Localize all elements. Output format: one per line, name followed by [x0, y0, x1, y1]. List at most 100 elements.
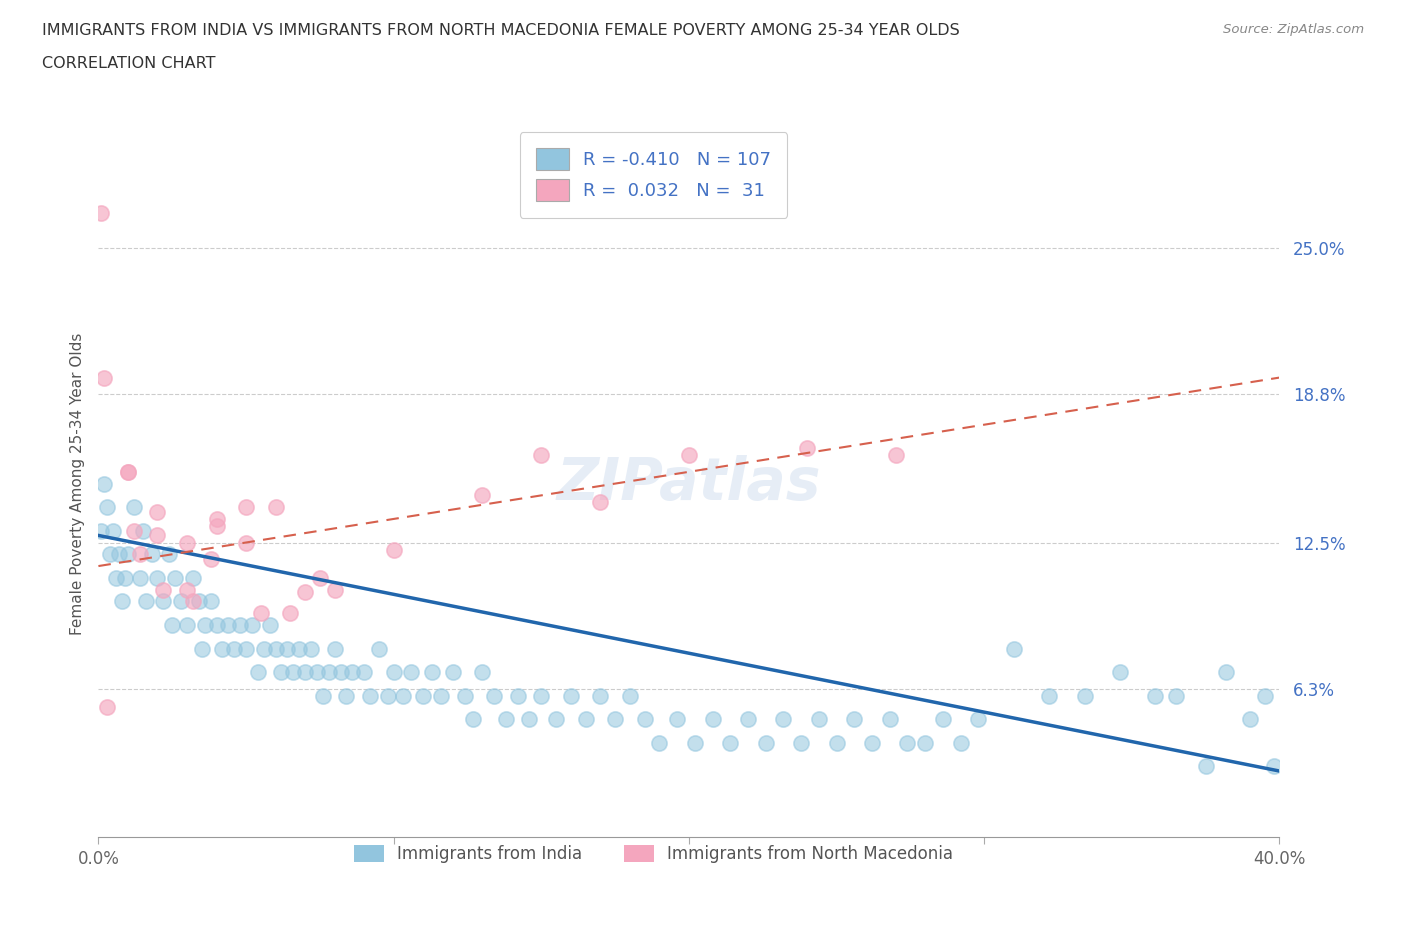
Point: [294, 585, 316, 600]
Point: [495, 711, 517, 726]
Point: [879, 711, 901, 726]
Point: [323, 641, 346, 656]
Point: [187, 594, 209, 609]
Y-axis label: Female Poverty Among 25-34 Year Olds: Female Poverty Among 25-34 Year Olds: [69, 332, 84, 635]
Point: [141, 547, 163, 562]
Point: [152, 582, 174, 597]
Point: [619, 688, 641, 703]
Point: [519, 711, 541, 726]
Point: [884, 448, 907, 463]
Point: [329, 665, 352, 680]
Point: [1254, 688, 1277, 703]
Point: [108, 547, 131, 562]
Point: [318, 665, 340, 680]
Point: [718, 736, 741, 751]
Point: [860, 736, 883, 751]
Point: [170, 594, 193, 609]
Point: [176, 618, 198, 632]
Point: [224, 641, 246, 656]
Point: [546, 711, 568, 726]
Point: [482, 688, 505, 703]
Point: [211, 641, 233, 656]
Point: [162, 618, 183, 632]
Point: [967, 711, 990, 726]
Point: [276, 641, 298, 656]
Point: [335, 688, 357, 703]
Point: [702, 711, 724, 726]
Point: [1002, 641, 1025, 656]
Point: [165, 570, 187, 585]
Point: [359, 688, 381, 703]
Text: CORRELATION CHART: CORRELATION CHART: [42, 56, 215, 71]
Point: [205, 519, 228, 534]
Point: [949, 736, 972, 751]
Point: [98, 547, 121, 562]
Point: [737, 711, 759, 726]
Point: [264, 641, 287, 656]
Point: [122, 524, 145, 538]
Point: [235, 499, 257, 514]
Point: [270, 665, 292, 680]
Point: [200, 594, 222, 609]
Point: [299, 641, 322, 656]
Point: [634, 711, 657, 726]
Point: [240, 618, 263, 632]
Point: [1109, 665, 1132, 680]
Point: [105, 570, 128, 585]
Point: [217, 618, 239, 632]
Point: [181, 570, 204, 585]
Point: [176, 535, 198, 550]
Point: [755, 736, 778, 751]
Point: [294, 665, 316, 680]
Point: [1038, 688, 1060, 703]
Point: [114, 570, 136, 585]
Point: [382, 542, 405, 557]
Point: [530, 448, 553, 463]
Point: [1195, 759, 1218, 774]
Point: [259, 618, 281, 632]
Point: [1263, 759, 1285, 774]
Point: [305, 665, 328, 680]
Point: [93, 370, 115, 385]
Point: [342, 665, 364, 680]
Point: [205, 618, 228, 632]
Point: [103, 524, 125, 538]
Point: [441, 665, 464, 680]
Point: [772, 711, 794, 726]
Point: [932, 711, 955, 726]
Point: [796, 441, 818, 456]
Point: [323, 582, 346, 597]
Legend: Immigrants from India, Immigrants from North Macedonia: Immigrants from India, Immigrants from N…: [346, 836, 962, 871]
Point: [128, 547, 150, 562]
Point: [1166, 688, 1188, 703]
Point: [264, 499, 287, 514]
Point: [229, 618, 252, 632]
Point: [377, 688, 399, 703]
Point: [825, 736, 848, 751]
Point: [111, 594, 134, 609]
Text: Source: ZipAtlas.com: Source: ZipAtlas.com: [1223, 23, 1364, 36]
Point: [90, 206, 112, 220]
Point: [157, 547, 180, 562]
Point: [430, 688, 453, 703]
Point: [235, 641, 257, 656]
Point: [146, 570, 169, 585]
Point: [200, 551, 222, 566]
Point: [132, 524, 155, 538]
Point: [181, 594, 204, 609]
Point: [283, 665, 305, 680]
Point: [205, 512, 228, 526]
Point: [288, 641, 311, 656]
Point: [253, 641, 276, 656]
Point: [176, 582, 198, 597]
Point: [122, 499, 145, 514]
Point: [191, 641, 214, 656]
Point: [471, 488, 494, 503]
Point: [605, 711, 627, 726]
Point: [420, 665, 443, 680]
Point: [506, 688, 529, 703]
Point: [368, 641, 391, 656]
Point: [90, 524, 112, 538]
Point: [1239, 711, 1261, 726]
Point: [117, 464, 139, 479]
